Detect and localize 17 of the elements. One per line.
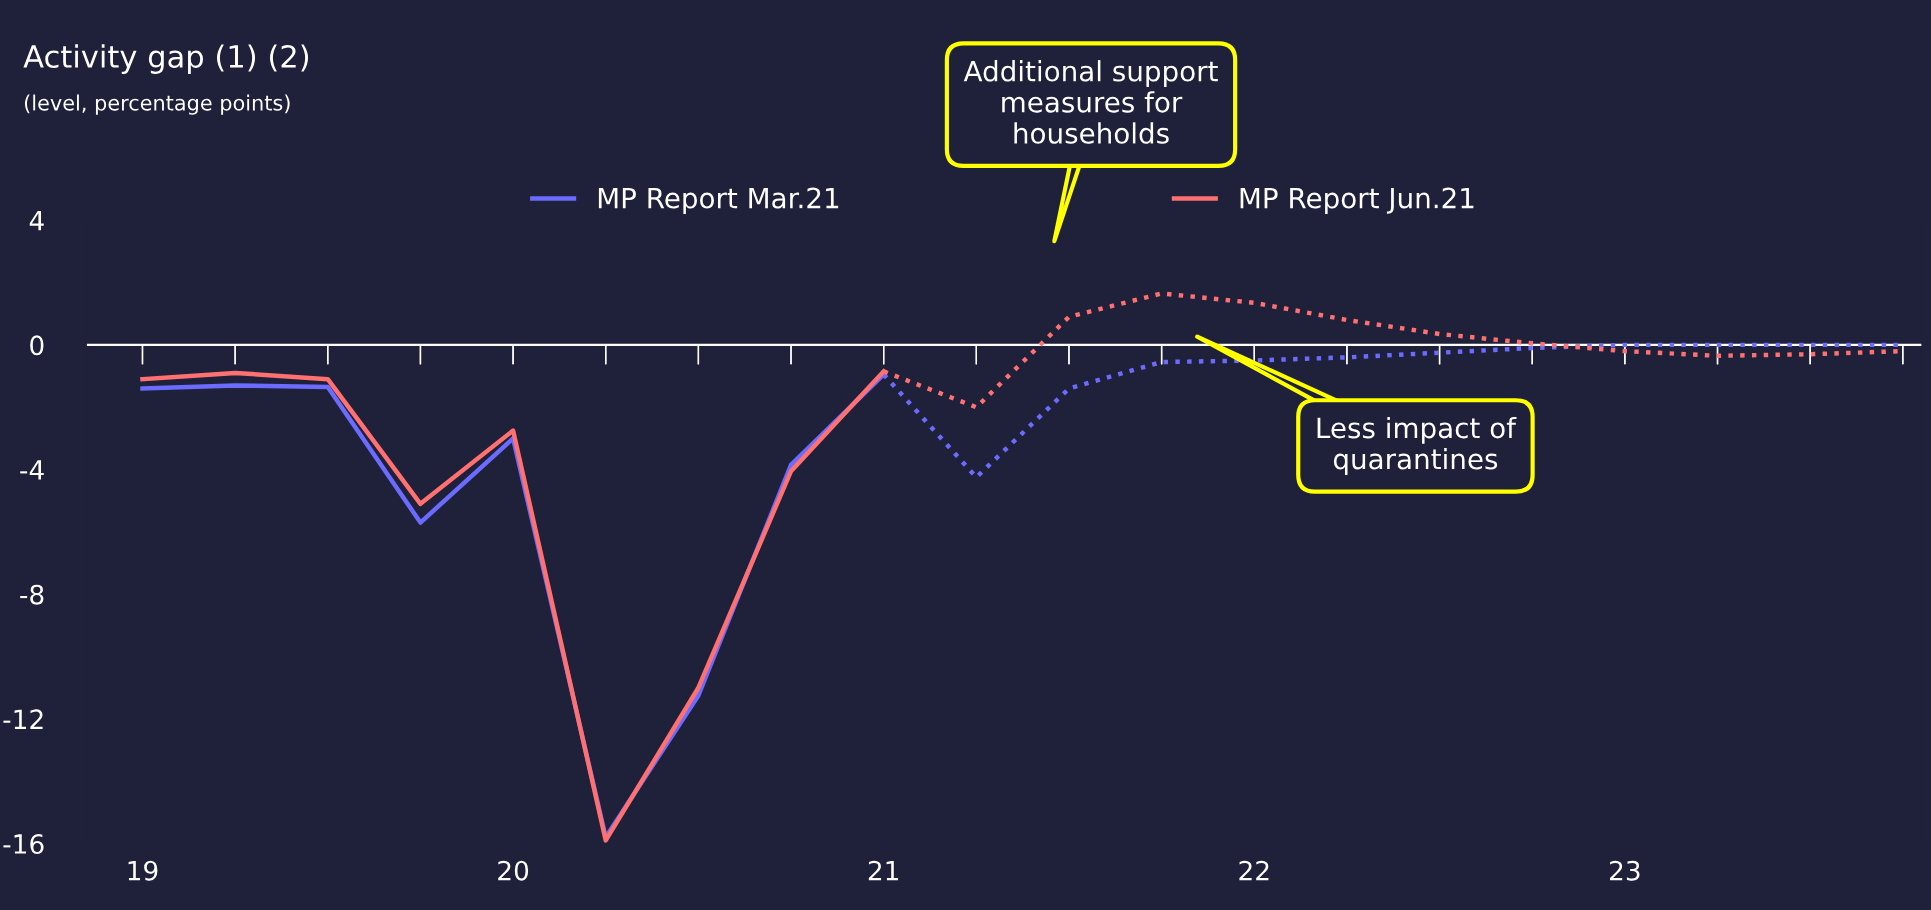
x-tick-label: 22 <box>1239 860 1269 881</box>
legend-label: MP Report Jun.21 <box>1240 187 1474 214</box>
x-tick-label: 19 <box>128 860 158 881</box>
x-tick-label: 23 <box>1610 860 1640 881</box>
chart-title: Activity gap (1) (2) <box>23 44 309 74</box>
y-tick-label: -4 <box>20 460 44 480</box>
y-tick-label: 4 <box>29 211 44 231</box>
y-tick-label: -12 <box>3 709 43 729</box>
annotation: Less impact of quarantines <box>1317 416 1517 475</box>
legend-label: MP Report Mar.21 <box>598 187 839 214</box>
y-tick-label: 0 <box>30 335 44 356</box>
y-tick-label: -8 <box>20 584 44 605</box>
x-tick-label: 20 <box>498 860 529 881</box>
text: Additional support measures for households <box>963 60 1218 144</box>
chart-subtitle: (level, percentage points) <box>24 94 290 115</box>
x-tick-label: 21 <box>868 860 899 881</box>
y-tick-label: -16 <box>3 834 44 854</box>
